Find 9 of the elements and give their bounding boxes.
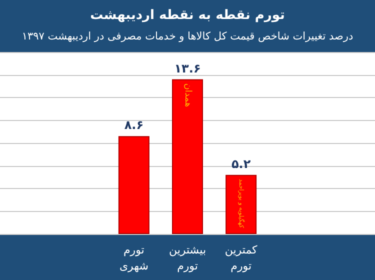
data-label: ۱۳.۶ (174, 61, 201, 76)
chart-subtitle: درصد تغییرات شاخص قیمت کل کالاها و خدمات مصرفی در اردیبهشت ۱۳۹۷ (22, 30, 354, 42)
data-label: ۵.۲ (231, 156, 252, 171)
annotation: همدان (182, 83, 192, 108)
x-tick-label: کمترین تورم (224, 244, 258, 272)
data-label: ۸.۶ (124, 118, 144, 132)
x-tick-label: تورم شهری (119, 244, 148, 272)
x-tick-label: بیشترین تورم (168, 244, 206, 272)
chart-title: تورم نقطه به نقطه اردیبهشت (90, 8, 285, 23)
